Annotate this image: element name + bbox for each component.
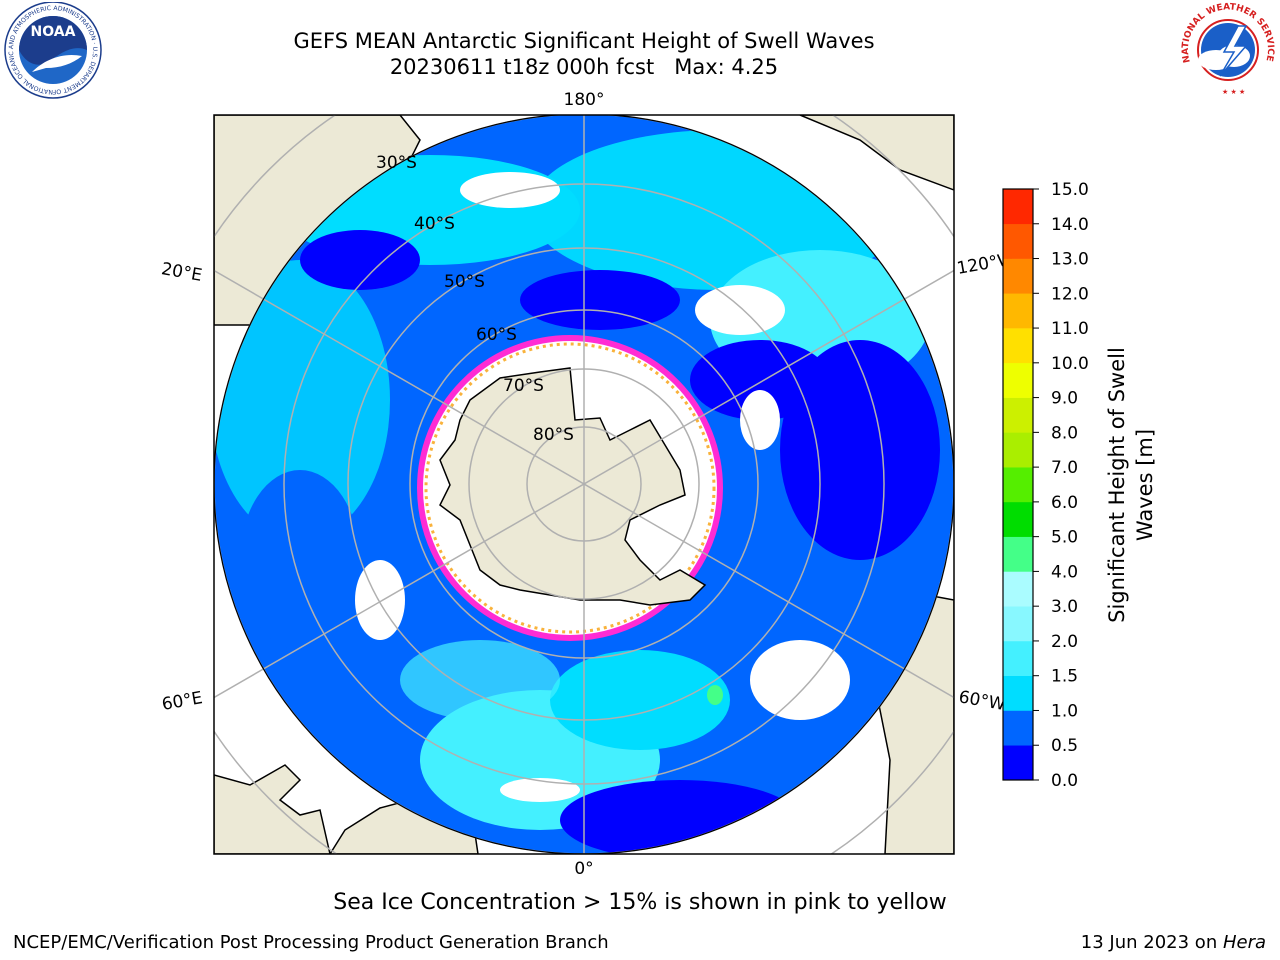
colorbar-tick-label: 7.0 [1051, 458, 1078, 478]
colorbar-swatch [1003, 501, 1033, 537]
colorbar-ticks: 0.0 0.5 1.0 1.5 2.0 3.0 4.0 5.0 6.0 7.0 8.0 9.0 10.0… [1033, 180, 1089, 790]
colorbar-tick-label: 0.0 [1051, 771, 1078, 790]
colorbar-tick-label: 11.0 [1051, 319, 1089, 339]
colorbar-swatch [1003, 397, 1033, 433]
colorbar-tick-label: 10.0 [1051, 354, 1089, 374]
colorbar-swatch [1003, 189, 1033, 225]
colorbar-label-line1: Significant Height of Swell [1105, 347, 1129, 623]
lon-label-120e: 120°E [160, 257, 204, 286]
colorbar-swatch [1003, 745, 1033, 781]
lat-label-80s: 80°S [533, 425, 574, 445]
colorbar-swatch [1003, 432, 1033, 468]
graticule [214, 115, 954, 854]
colorbar-tick-label: 12.0 [1051, 284, 1089, 304]
footer-date-text: 13 Jun 2023 on [1080, 932, 1223, 953]
nws-logo: NATIONAL WEATHER SERVICE ★ ★ ★ [1181, 2, 1275, 96]
colorbar-swatches [1003, 189, 1033, 781]
antarctica [439, 367, 707, 606]
chart-title-line2: 20230611 t18z 000h fcst Max: 4.25 [389, 55, 779, 79]
polar-map: 180° 0° 120°E 120°W 60°E 60°W 30°S 40°S … [160, 90, 1016, 879]
colorbar-tick-label: 1.5 [1051, 667, 1078, 687]
footer-date: 13 Jun 2023 on Hera [1081, 932, 1266, 953]
colorbar-tick-label: 6.0 [1051, 493, 1078, 513]
colorbar-tick-label: 9.0 [1051, 389, 1078, 409]
noaa-logo-text: NOAA [31, 24, 76, 40]
svg-text:★ ★ ★: ★ ★ ★ [1222, 88, 1245, 96]
colorbar-tick-label: 15.0 [1051, 180, 1089, 200]
colorbar-swatch [1003, 606, 1033, 642]
colorbar-swatch [1003, 675, 1033, 711]
colorbar-label-line2: Waves [m] [1133, 429, 1157, 541]
lat-label-40s: 40°S [414, 214, 455, 234]
colorbar-tick-label: 8.0 [1051, 423, 1078, 443]
colorbar-tick-label: 1.0 [1051, 701, 1078, 721]
colorbar-tick-label: 13.0 [1051, 250, 1089, 270]
lon-label-60e: 60°E [160, 688, 204, 715]
colorbar-tick-label: 4.0 [1051, 562, 1078, 582]
lon-label-180: 180° [564, 90, 605, 110]
noaa-logo: NATIONAL OCEANIC AND ATMOSPHERIC ADMINIS… [2, 2, 102, 99]
colorbar-tick-label: 14.0 [1051, 215, 1089, 235]
colorbar-swatch [1003, 362, 1033, 398]
colorbar-tick-label: 5.0 [1051, 528, 1078, 548]
colorbar-tick-label: 3.0 [1051, 597, 1078, 617]
chart-title-line1: GEFS MEAN Antarctic Significant Height o… [293, 29, 875, 53]
colorbar-swatch [1003, 293, 1033, 329]
footer-credit: NCEP/EMC/Verification Post Processing Pr… [13, 932, 609, 953]
sea-ice-caption: Sea Ice Concentration > 15% is shown in … [333, 890, 947, 915]
lat-label-70s: 70°S [503, 376, 544, 396]
lat-label-50s: 50°S [444, 272, 485, 292]
colorbar: 0.0 0.5 1.0 1.5 2.0 3.0 4.0 5.0 6.0 7.0 8.0 9.0 10.0… [1002, 180, 1157, 790]
colorbar-swatch [1003, 536, 1033, 572]
colorbar-swatch [1003, 571, 1033, 607]
footer-host: Hera [1222, 932, 1266, 953]
colorbar-swatch [1003, 328, 1033, 364]
lat-label-60s: 60°S [476, 325, 517, 345]
colorbar-tick-label: 2.0 [1051, 632, 1078, 652]
colorbar-swatch [1003, 223, 1033, 259]
lat-label-30s: 30°S [376, 153, 417, 173]
colorbar-swatch [1003, 258, 1033, 294]
colorbar-swatch [1003, 640, 1033, 677]
lon-label-0: 0° [574, 859, 593, 879]
colorbar-tick-label: 0.5 [1051, 736, 1078, 756]
colorbar-swatch [1003, 467, 1033, 503]
colorbar-swatch [1003, 710, 1033, 746]
